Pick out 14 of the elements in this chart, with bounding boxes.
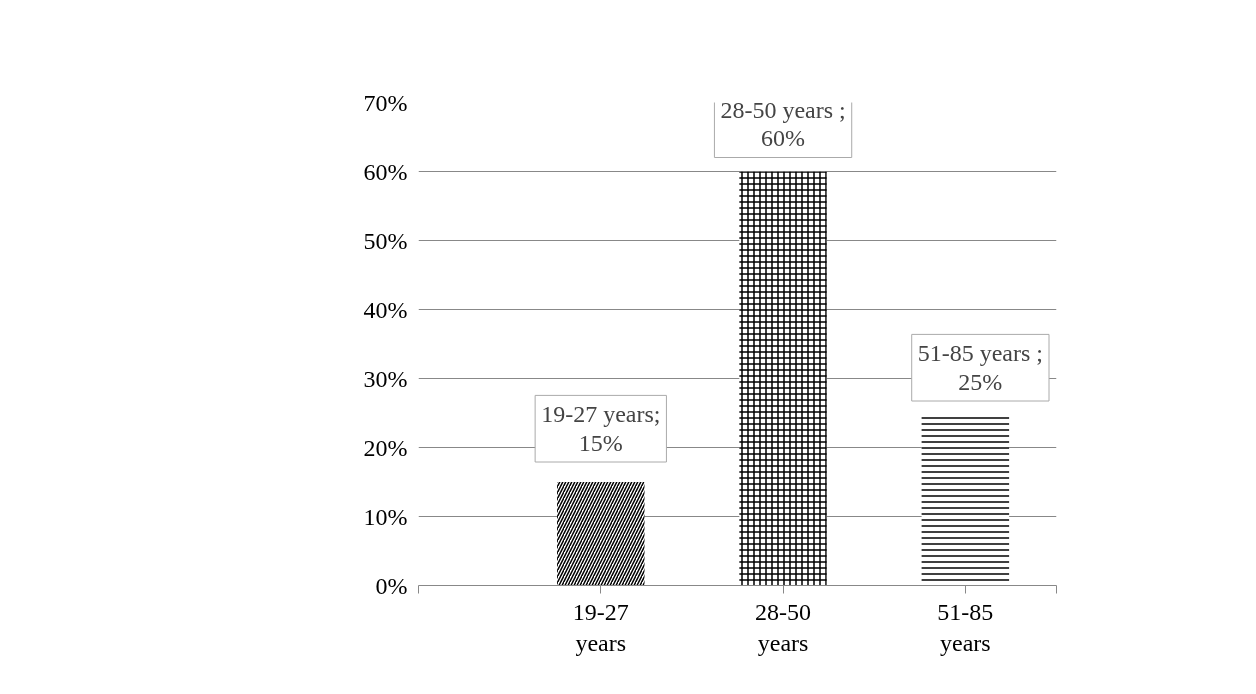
- y-tick-label: 60%: [363, 158, 408, 185]
- data-label: 51-85 years ; 25%: [917, 340, 1044, 395]
- x-tick-label: 51-85 years: [937, 598, 994, 656]
- y-tick-label: 50%: [363, 227, 408, 254]
- data-label: 28-50 years ; 60%: [720, 96, 846, 152]
- y-tick-label: 10%: [363, 503, 408, 530]
- x-tick-label: 19-27 years: [572, 598, 629, 656]
- y-tick-label: 70%: [363, 89, 408, 116]
- y-tick-label: 0%: [375, 572, 408, 599]
- y-tick-label: 40%: [363, 296, 408, 323]
- data-label: 19-27 years; 15%: [541, 401, 661, 456]
- y-tick-label: 20%: [363, 434, 408, 461]
- x-tick-label: 28-50 years: [755, 598, 812, 656]
- y-tick-label: 30%: [363, 365, 408, 392]
